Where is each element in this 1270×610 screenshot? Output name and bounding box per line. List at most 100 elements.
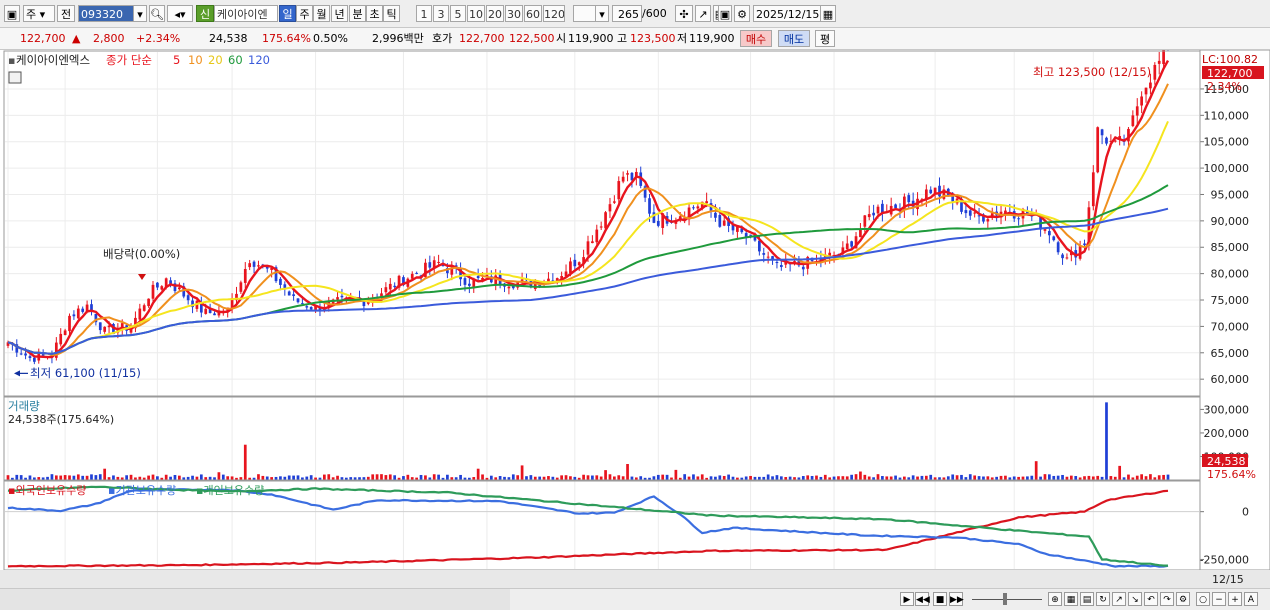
prev-button[interactable]: 전 [57, 5, 75, 22]
volume-bar [156, 476, 159, 480]
candle [147, 298, 150, 308]
holder-panel[interactable] [7, 485, 1169, 568]
chart-area[interactable]: 115,000 110,000 105,000 100,000 95,000 90,000… [0, 50, 1270, 588]
period-tab-5[interactable]: 초 [366, 5, 383, 22]
volume-bar [432, 474, 436, 480]
settings-gear-icon[interactable]: ⚙ [734, 5, 750, 22]
open-price: 119,900 [568, 32, 614, 45]
font-size-icon[interactable]: A [1244, 592, 1258, 606]
volume-bar [766, 474, 770, 480]
legend-foreign: ▪외국인보유수량 [8, 484, 86, 497]
price-tick-label: 85,000 [1211, 241, 1250, 254]
candle [845, 235, 849, 252]
candle [468, 278, 471, 294]
speaker-icon[interactable]: ◂▾ [167, 5, 193, 22]
drawing-tool-icon[interactable]: ↗ [695, 5, 711, 22]
candle [15, 339, 19, 357]
refresh-icon[interactable]: ↻ [1096, 592, 1110, 606]
zoom-slider[interactable] [972, 599, 1042, 600]
zoom-in-icon[interactable]: ⊕ [1048, 592, 1062, 606]
bar-count-input[interactable]: 265 [612, 5, 642, 22]
chart-tool-icon[interactable]: ▪ [8, 54, 15, 67]
volume-bar [801, 476, 805, 480]
magnifier-icon[interactable]: ○ [1196, 592, 1210, 606]
volume-bar [221, 474, 225, 480]
indicator-table-icon[interactable] [8, 71, 22, 84]
volume-bar [459, 474, 462, 480]
interval-tab-5[interactable]: 5 [450, 5, 466, 22]
layout-icon[interactable]: ▦ [1064, 592, 1078, 606]
arrow-tool-icon[interactable]: ↘ [1128, 592, 1142, 606]
change-percent: +2.34% [136, 32, 181, 45]
period-type-select[interactable]: 주 ▾ [23, 5, 55, 22]
lc-label: LC:100.82 [1202, 53, 1258, 66]
interval-tab-20[interactable]: 20 [486, 5, 504, 22]
volume-bar [336, 475, 339, 480]
interval-tab-10[interactable]: 10 [467, 5, 485, 22]
volume-bar [753, 476, 757, 480]
stock-name-field: 케이아이엔 [214, 5, 278, 22]
volume-bar [876, 474, 880, 480]
fast-forward-icon[interactable]: ▶▶ [949, 592, 964, 606]
play-icon[interactable]: ▶ [900, 592, 914, 606]
zoom-plus-icon[interactable]: + [1228, 592, 1242, 606]
price-tick-label: 80,000 [1211, 268, 1250, 281]
volume-bar [11, 477, 14, 480]
y-axis-labels: 115,000 110,000 105,000 100,000 95,000 90,000… [1200, 83, 1249, 567]
period-tab-1[interactable]: 주 [296, 5, 313, 22]
interval-tab-60[interactable]: 60 [524, 5, 542, 22]
period-tab-2[interactable]: 월 [313, 5, 330, 22]
interval-tab-3[interactable]: 3 [433, 5, 449, 22]
price-tick-label: 105,000 [1204, 136, 1250, 149]
price-panel[interactable] [6, 50, 1176, 377]
calendar-icon[interactable]: ▦ [820, 5, 836, 22]
volume-bar [582, 474, 585, 480]
change-up-icon: ▲ [72, 32, 81, 45]
candle [1052, 235, 1056, 242]
scroll-track[interactable] [0, 589, 510, 610]
period-tab-0[interactable]: 일 [279, 5, 296, 22]
undo-icon[interactable]: ↶ [1144, 592, 1158, 606]
chart-menu-icon[interactable]: ▣ [4, 5, 20, 22]
zoom-slider-handle[interactable] [1003, 593, 1007, 605]
period-tab-3[interactable]: 년 [331, 5, 348, 22]
evaluation-button[interactable]: 평 [815, 30, 835, 47]
buy-button[interactable]: 매수 [740, 30, 772, 47]
line-tool-icon[interactable]: ↗ [1112, 592, 1126, 606]
last-price-tag-bg [1202, 66, 1264, 79]
volume-bar [894, 475, 897, 480]
interval-tab-1[interactable]: 1 [416, 5, 432, 22]
stop-icon[interactable]: ■ [933, 592, 947, 606]
volume-bar [243, 444, 247, 480]
config-icon[interactable]: ⚙ [1176, 592, 1190, 606]
crosshair-icon[interactable]: ✣ [675, 5, 693, 22]
interval-tab-120[interactable]: 120 [543, 5, 565, 22]
stock-code-input[interactable]: 093320 [78, 5, 136, 22]
volume-bar [261, 475, 265, 480]
candle [19, 349, 23, 356]
interval-tab-30[interactable]: 30 [505, 5, 523, 22]
candle [213, 311, 216, 316]
volume-bar [551, 476, 555, 480]
grid-icon[interactable]: ▤ [1080, 592, 1094, 606]
volume-panel[interactable] [6, 402, 1170, 480]
date-input[interactable]: 2025/12/15 [753, 5, 821, 22]
search-icon[interactable]: 🔍︎ [149, 5, 165, 22]
volume-bar [98, 474, 102, 480]
interval-dropdown-icon[interactable]: ▾ [595, 5, 609, 22]
candle [894, 203, 897, 209]
volume-bar [652, 476, 656, 480]
period-tab-6[interactable]: 틱 [383, 5, 400, 22]
volume-bar [533, 476, 537, 480]
save-icon[interactable]: ▣ [718, 5, 732, 22]
zoom-out-icon[interactable]: − [1212, 592, 1226, 606]
volume-bar [758, 476, 761, 480]
candle [103, 326, 107, 334]
sell-button[interactable]: 매도 [778, 30, 810, 47]
volume-bar [489, 475, 493, 480]
rewind-icon[interactable]: ◀◀ [915, 592, 930, 606]
period-tab-4[interactable]: 분 [349, 5, 366, 22]
code-dropdown-icon[interactable]: ▾ [133, 5, 147, 22]
new-listing-badge: 신 [196, 5, 214, 22]
redo-icon[interactable]: ↷ [1160, 592, 1174, 606]
